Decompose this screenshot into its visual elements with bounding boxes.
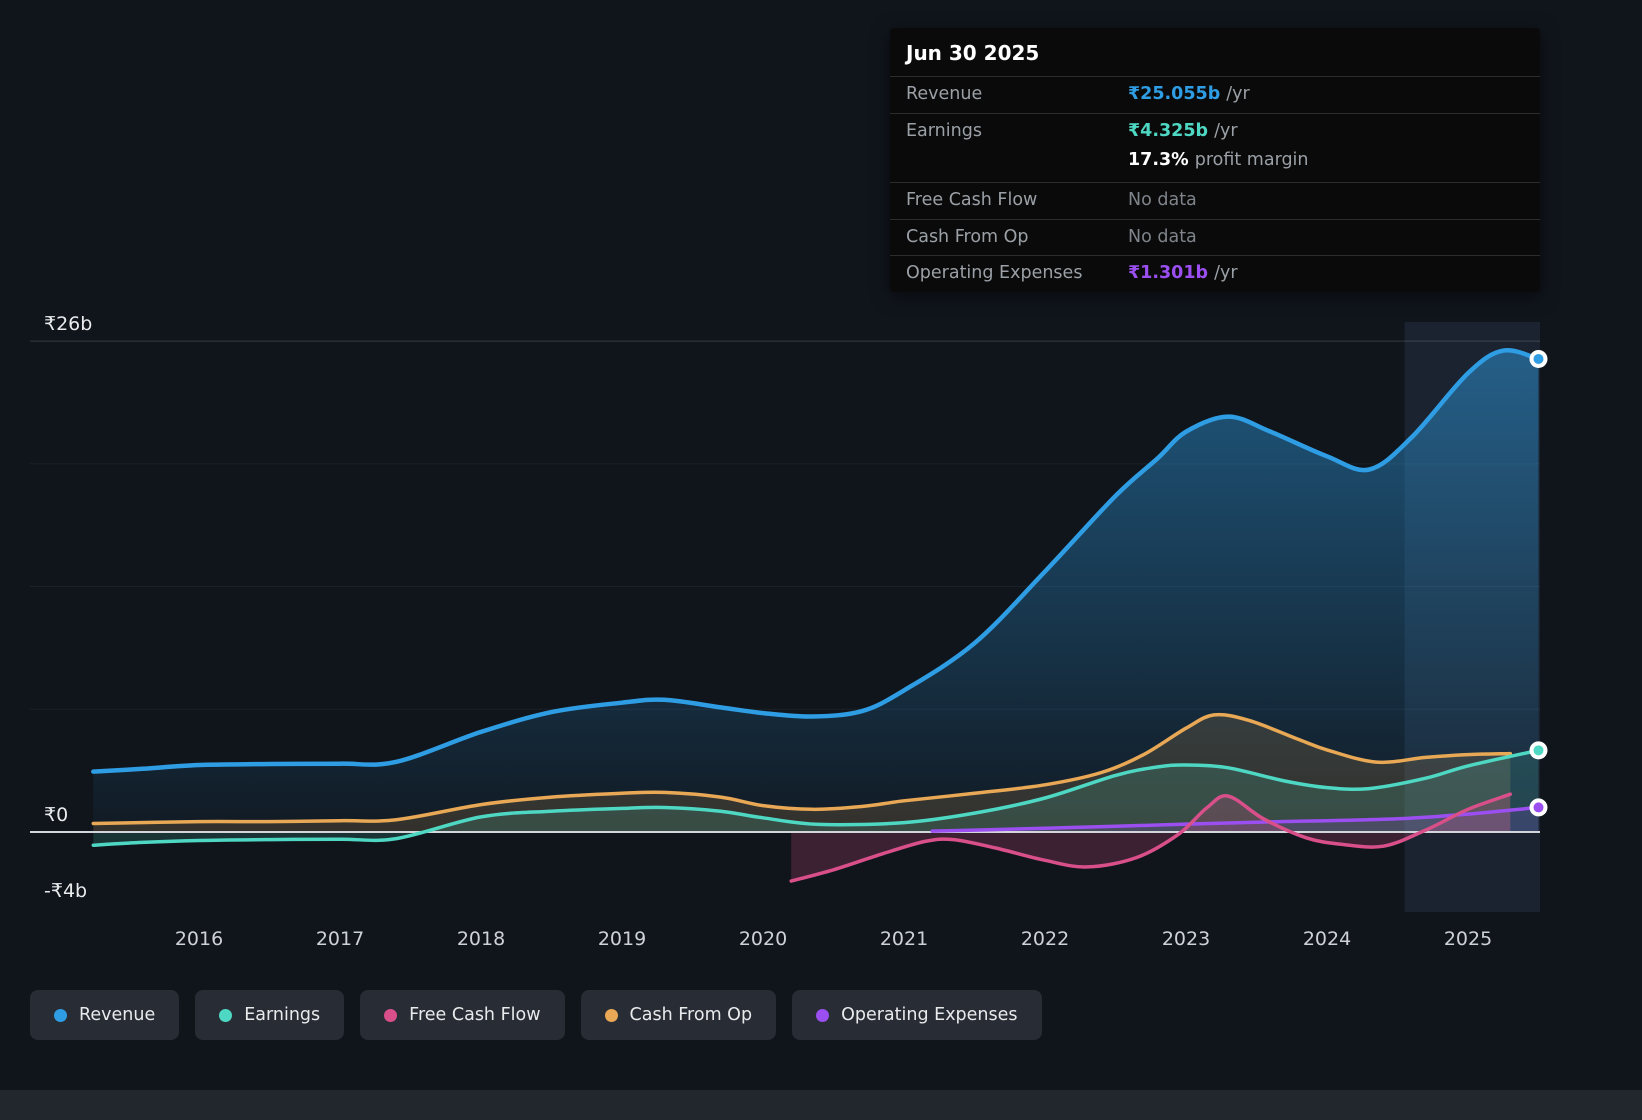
x-axis-label: 2021 <box>879 928 929 950</box>
series-operating-expenses-area <box>932 807 1539 832</box>
tooltip-row-value: No data <box>1128 189 1197 210</box>
chart-tooltip: Jun 30 2025 Revenue ₹25.055b/yr Earnings ₹4… <box>890 28 1540 292</box>
series-cash-from-op-line <box>91 712 1513 826</box>
x-axis-label: 2019 <box>597 928 647 950</box>
x-axis-label: 2016 <box>174 928 224 950</box>
series-free-cash-flow-line <box>789 792 1513 883</box>
x-axis-label: 2018 <box>456 928 506 950</box>
tooltip-row-value: ₹25.055b <box>1128 84 1221 104</box>
series-revenue-line <box>91 347 1541 774</box>
x-axis-label: 2025 <box>1443 928 1493 950</box>
tooltip-row-label: Earnings <box>906 120 982 141</box>
earnings-end-marker-center <box>1533 745 1544 756</box>
tooltip-row-label: Operating Expenses <box>906 263 1083 284</box>
series-operating-expenses-line <box>930 805 1541 833</box>
revenue-dot-icon <box>54 1008 67 1022</box>
operating-expenses-dot-icon <box>816 1008 830 1022</box>
legend-item-earnings[interactable]: Earnings <box>195 990 345 1040</box>
y-axis-label: ₹26b <box>44 313 93 336</box>
legend-item-label: Cash From Op <box>629 1005 753 1025</box>
series-cash-from-op-area <box>93 714 1511 832</box>
series-revenue-area <box>93 350 1539 832</box>
y-axis-label: ₹0 <box>44 804 69 826</box>
tooltip-row-value: 17.3% <box>1128 150 1189 171</box>
legend-item-cash-from-op[interactable]: Cash From Op <box>580 990 777 1040</box>
legend-item-revenue[interactable]: Revenue <box>30 990 180 1040</box>
footer-bar <box>0 1090 1642 1120</box>
tooltip-row: Cash From Op No data <box>890 218 1540 256</box>
y-axis-label: -₹4b <box>44 879 88 902</box>
tooltip-row: Revenue ₹25.055b/yr <box>890 76 1540 113</box>
x-axis-label: 2017 <box>315 928 365 950</box>
series-earnings-area <box>93 750 1539 846</box>
tooltip-row: Operating Expenses ₹1.301b/yr <box>890 255 1540 292</box>
revenue-end-marker-center <box>1533 353 1544 364</box>
legend-item-label: Free Cash Flow <box>409 1005 541 1025</box>
legend: Revenue Earnings Free Cash Flow Cash From O… <box>30 990 1042 1040</box>
tooltip-row-value: ₹1.301b <box>1128 263 1209 284</box>
x-axis-label: 2023 <box>1161 928 1211 950</box>
series-free-cash-flow-area <box>791 794 1511 882</box>
cash-from-op-dot-icon <box>604 1008 618 1022</box>
x-axis-label: 2022 <box>1020 928 1070 950</box>
tooltip-row-label: Revenue <box>906 84 983 104</box>
tooltip-row-label: Free Cash Flow <box>906 189 1038 210</box>
legend-item-operating-expenses[interactable]: Operating Expenses <box>792 990 1042 1040</box>
tooltip-date: Jun 30 2025 <box>906 41 1040 65</box>
tooltip-row-unit: /yr <box>1214 120 1238 141</box>
x-axis-labels: 2016 2017 2018 2019 2020 2021 2022 2023 2024 2025 <box>0 928 1642 958</box>
tooltip-row: 17.3% profit margin <box>890 149 1540 182</box>
tooltip-row-value: No data <box>1128 226 1197 247</box>
tooltip-row-unit: /yr <box>1226 84 1250 104</box>
x-axis-label: 2024 <box>1302 928 1352 950</box>
legend-item-label: Earnings <box>244 1005 321 1025</box>
tooltip-rows: Revenue ₹25.055b/yr Earnings ₹4.325b/yr 17.3… <box>890 76 1540 292</box>
series-earnings-line <box>91 748 1541 847</box>
tooltip-row-unit: profit margin <box>1194 150 1309 171</box>
tooltip-row-unit: /yr <box>1214 263 1238 284</box>
x-axis-label: 2020 <box>738 928 788 950</box>
free-cash-flow-dot-icon <box>384 1008 398 1022</box>
legend-item-free-cash-flow[interactable]: Free Cash Flow <box>360 990 565 1040</box>
operating-expenses-end-marker-center <box>1533 802 1544 813</box>
tooltip-row-value: ₹4.325b <box>1128 120 1209 141</box>
tooltip-row: Earnings ₹4.325b/yr <box>890 112 1540 150</box>
legend-item-label: Operating Expenses <box>841 1005 1018 1025</box>
earnings-dot-icon <box>219 1008 233 1022</box>
tooltip-row: Free Cash Flow No data <box>890 181 1540 219</box>
legend-item-label: Revenue <box>79 1005 156 1025</box>
tooltip-row-label: Cash From Op <box>906 226 1029 247</box>
